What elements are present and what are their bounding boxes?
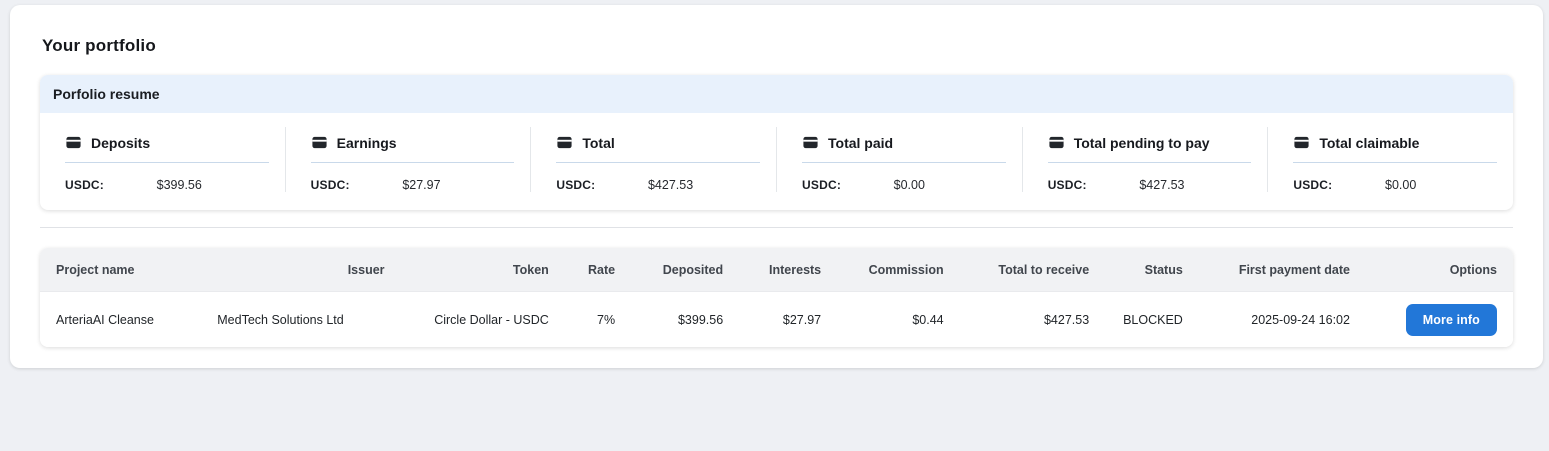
currency-label: USDC: xyxy=(556,178,596,192)
currency-label: USDC: xyxy=(802,178,842,192)
stat-underline xyxy=(802,162,1006,163)
column-header-token: Token xyxy=(512,262,549,277)
stat-underline xyxy=(65,162,269,163)
cell-commission: $0.44 xyxy=(912,312,944,327)
page-title: Your portfolio xyxy=(42,36,156,55)
stat-underline xyxy=(556,162,761,163)
column-header-first-payment-date: First payment date xyxy=(1238,262,1350,277)
currency-label: USDC: xyxy=(65,178,104,192)
cell-status: BLOCKED xyxy=(1123,312,1183,327)
stat-label: Total pending to pay xyxy=(1073,134,1210,151)
stat-value: $0.00 xyxy=(1385,178,1417,192)
wallet-icon xyxy=(1048,134,1065,151)
currency-label: USDC: xyxy=(1293,178,1333,192)
column-header-options: Options xyxy=(1449,262,1497,277)
stat-label: Earnings xyxy=(336,134,397,151)
resume-section-header: Porfolio resume xyxy=(40,75,1513,113)
cell-interests: $27.97 xyxy=(782,312,822,327)
section-divider xyxy=(40,227,1513,228)
more-info-button[interactable]: More info xyxy=(1405,303,1497,336)
stat-card-deposits: Deposits USDC: $399.56 xyxy=(40,127,285,192)
column-header-interests: Interests xyxy=(769,262,822,277)
stat-label: Total xyxy=(582,134,615,151)
cell-token: Circle Dollar - USDC xyxy=(434,312,549,327)
investments-table: Project name Issuer Token Rate Deposited… xyxy=(40,248,1513,347)
currency-label: USDC: xyxy=(310,178,350,192)
cell-options: More info xyxy=(1350,303,1497,336)
cell-rate: 7% xyxy=(597,312,616,327)
stat-value: $427.53 xyxy=(647,178,694,192)
column-header-total-to-receive: Total to receive xyxy=(998,262,1090,277)
stat-value: $27.97 xyxy=(402,178,441,192)
stat-card-total: Total USDC: $427.53 xyxy=(530,127,776,192)
stat-value: $427.53 xyxy=(1139,178,1185,192)
stat-label: Deposits xyxy=(91,134,151,151)
column-header-commission: Commission xyxy=(868,262,944,277)
column-header-status: Status xyxy=(1144,262,1183,277)
cell-total-to-receive: $427.53 xyxy=(1043,312,1090,327)
column-header-project-name: Project name xyxy=(56,262,135,277)
wallet-icon xyxy=(802,134,819,151)
table-header-row: Project name Issuer Token Rate Deposited… xyxy=(40,248,1513,291)
wallet-icon xyxy=(556,134,573,151)
portfolio-resume-section: Porfolio resume Deposits USDC: $399.56 xyxy=(40,75,1513,210)
column-header-issuer: Issuer xyxy=(347,262,385,277)
table-row: ArteriaAI Cleanse MedTech Solutions Ltd … xyxy=(40,291,1513,347)
portfolio-panel: Your portfolio Porfolio resume Deposits … xyxy=(10,5,1543,368)
stat-underline xyxy=(1047,162,1252,163)
column-header-deposited: Deposited xyxy=(662,262,724,277)
stat-value: $0.00 xyxy=(893,178,925,192)
stat-card-total-pending: Total pending to pay USDC: $427.53 xyxy=(1021,127,1268,192)
stat-card-total-claimable: Total claimable USDC: $0.00 xyxy=(1267,127,1513,192)
column-header-rate: Rate xyxy=(588,262,616,277)
stat-label: Total paid xyxy=(828,134,894,151)
stat-underline xyxy=(1293,162,1498,163)
currency-label: USDC: xyxy=(1047,178,1087,192)
resume-stats-row: Deposits USDC: $399.56 Earnings USDC: xyxy=(40,113,1513,210)
stat-underline xyxy=(310,162,515,163)
stat-card-earnings: Earnings USDC: $27.97 xyxy=(284,127,531,192)
cell-deposited: $399.56 xyxy=(677,312,724,327)
cell-project-name: ArteriaAI Cleanse xyxy=(56,312,154,327)
stat-label: Total claimable xyxy=(1319,134,1420,151)
cell-issuer: MedTech Solutions Ltd xyxy=(217,312,344,327)
wallet-icon xyxy=(311,134,328,151)
cell-first-payment-date: 2025-09-24 16:02 xyxy=(1251,312,1350,327)
wallet-icon xyxy=(65,134,82,151)
stat-card-total-paid: Total paid USDC: $0.00 xyxy=(776,127,1022,192)
wallet-icon xyxy=(1293,134,1310,151)
stat-value: $399.56 xyxy=(156,178,202,192)
